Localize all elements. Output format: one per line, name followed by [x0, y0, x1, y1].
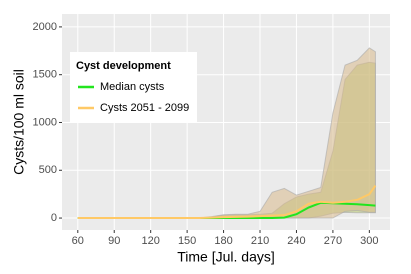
y-tick-label: 1000: [33, 116, 57, 128]
y-axis-label: Cysts/100 ml soil: [11, 69, 27, 175]
x-tick-label: 60: [72, 235, 84, 247]
y-tick-label: 500: [39, 164, 57, 176]
legend-label: Median cysts: [100, 81, 165, 93]
y-tick-label: 0: [51, 212, 57, 224]
x-tick-label: 240: [287, 235, 305, 247]
x-axis-label: Time [Jul. days]: [177, 249, 275, 265]
y-tick-label: 1500: [33, 69, 57, 81]
legend-label: Cysts 2051 - 2099: [100, 102, 189, 114]
legend-title: Cyst development: [76, 60, 171, 72]
x-tick-label: 210: [251, 235, 269, 247]
y-tick-label: 2000: [33, 21, 57, 33]
x-tick-label: 120: [142, 235, 160, 247]
series-line: [77, 184, 377, 220]
x-tick-label: 90: [108, 235, 120, 247]
x-tick-label: 150: [178, 235, 196, 247]
x-tick-label: 270: [324, 235, 342, 247]
x-tick-label: 180: [214, 235, 232, 247]
x-tick-label: 300: [360, 235, 378, 247]
